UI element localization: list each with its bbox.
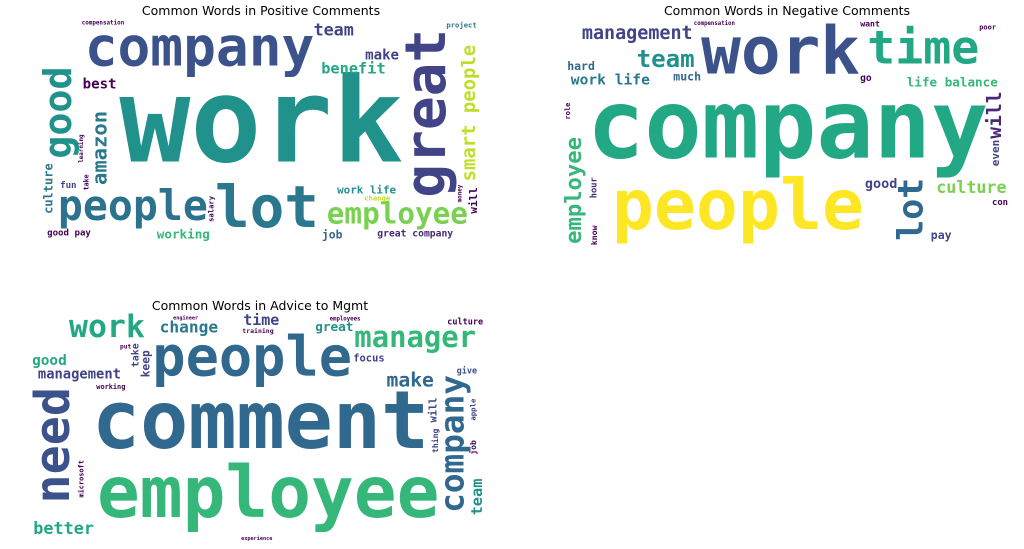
word-cloud-term: keep bbox=[140, 350, 153, 377]
word-cloud-term: need bbox=[31, 387, 81, 504]
word-cloud-term: hard bbox=[567, 59, 595, 73]
word-cloud-term: change bbox=[364, 194, 391, 203]
word-cloud-term: people bbox=[58, 181, 208, 230]
word-cloud-term: make bbox=[365, 48, 399, 64]
word-cloud-term: learning bbox=[79, 134, 85, 163]
word-cloud-term: good bbox=[42, 66, 81, 158]
word-cloud-term: working bbox=[157, 227, 210, 242]
word-cloud-term: give bbox=[457, 365, 477, 376]
word-cloud-term: time bbox=[243, 313, 279, 329]
word-cloud-term: take bbox=[130, 343, 141, 367]
word-cloud-term: company bbox=[587, 71, 988, 181]
word-cloud-term: culture bbox=[42, 163, 56, 214]
word-cloud-term: employees bbox=[330, 316, 361, 322]
word-cloud-term: best bbox=[83, 77, 117, 93]
word-cloud-term: make bbox=[387, 369, 435, 392]
word-cloud-term: working bbox=[96, 383, 125, 391]
word-cloud-term: good pay bbox=[47, 229, 91, 239]
word-cloud-term: poor bbox=[979, 24, 996, 32]
word-cloud-term: people bbox=[152, 325, 352, 389]
word-cloud-term: work bbox=[119, 51, 403, 189]
word-cloud-term: go bbox=[860, 73, 872, 84]
word-cloud-term: team bbox=[468, 479, 486, 516]
word-cloud-term: work life bbox=[571, 71, 650, 88]
word-cloud-term: benefit bbox=[321, 60, 385, 78]
word-cloud-term: training bbox=[242, 327, 273, 335]
word-cloud-term: team bbox=[314, 19, 354, 39]
word-cloud-term: lot bbox=[892, 178, 932, 241]
word-cloud-term: great company bbox=[377, 229, 453, 240]
word-cloud-term: job bbox=[468, 440, 478, 455]
word-cloud-term: great bbox=[394, 29, 459, 198]
word-cloud-term: will bbox=[427, 397, 439, 422]
word-cloud-term: apple bbox=[469, 398, 478, 421]
word-cloud-term: salary bbox=[206, 195, 215, 222]
chart-title: Common Words in Advice to Mgmt bbox=[151, 298, 369, 313]
word-cloud-term: want bbox=[860, 19, 880, 29]
word-cloud-term: amazon bbox=[87, 111, 111, 185]
word-cloud-term: management bbox=[38, 367, 121, 383]
word-cloud-term: will bbox=[467, 187, 480, 213]
word-cloud-term: culture bbox=[447, 318, 483, 328]
word-cloud-term: even bbox=[989, 140, 1002, 167]
word-cloud-term: put bbox=[120, 343, 131, 350]
word-cloud-term: good bbox=[32, 353, 67, 369]
word-cloud-term: focus bbox=[353, 353, 384, 365]
word-cloud-term: con bbox=[992, 198, 1008, 208]
word-cloud-term: pay bbox=[931, 228, 952, 242]
word-cloud-term: better bbox=[33, 518, 94, 538]
word-cloud-term: lot bbox=[215, 174, 319, 241]
word-cloud-term: good bbox=[865, 176, 898, 192]
word-cloud-term: hour bbox=[589, 177, 599, 198]
word-cloud-term: engineer bbox=[173, 316, 198, 322]
word-cloud-term: will bbox=[983, 92, 1006, 139]
word-cloud-term: team bbox=[637, 45, 695, 73]
word-cloud-term: work bbox=[701, 19, 860, 90]
word-cloud-term: role bbox=[564, 103, 572, 120]
word-cloud-term: project bbox=[446, 21, 476, 30]
chart-title: Common Words in Positive Comments bbox=[141, 3, 381, 18]
wordcloud-svg: commentemployeepeopleneedmanagercompanyw… bbox=[31, 313, 486, 542]
word-cloud-term: work life bbox=[337, 183, 396, 196]
word-cloud-term: company bbox=[434, 375, 472, 513]
word-cloud-term: culture bbox=[936, 177, 1006, 197]
word-cloud-term: job bbox=[322, 227, 343, 241]
word-cloud-term: work bbox=[69, 313, 145, 345]
word-cloud-term: compensation bbox=[694, 21, 735, 27]
word-cloud-term: employee bbox=[564, 137, 587, 244]
word-cloud-term: people bbox=[612, 165, 864, 246]
chart-title: Common Words in Negative Comments bbox=[663, 3, 911, 18]
word-cloud-term: microsoft bbox=[78, 460, 86, 497]
word-cloud-term: compensation bbox=[82, 21, 125, 27]
word-cloud-term: employee bbox=[97, 451, 439, 534]
word-cloud-term: fun bbox=[60, 181, 76, 191]
word-cloud-term: much bbox=[673, 70, 701, 84]
word-cloud-term: money bbox=[457, 184, 463, 202]
word-cloud-term: life balance bbox=[907, 75, 998, 90]
wordcloud-positive: work lot company great people good employee ben… bbox=[42, 19, 480, 243]
word-cloud-term: experience bbox=[241, 536, 272, 542]
word-cloud-term: smart people bbox=[458, 45, 480, 181]
word-cloud-term: comment bbox=[92, 374, 429, 467]
wordcloud-panel-negative: Common Words in Negative Comments compan… bbox=[552, 0, 1022, 250]
word-cloud-term: take bbox=[83, 174, 91, 190]
word-cloud-term: management bbox=[582, 23, 693, 44]
word-cloud-term: company bbox=[85, 19, 315, 78]
wordcloud-negative: company work people time lot management work l… bbox=[564, 19, 1010, 247]
word-cloud-term: know bbox=[589, 225, 599, 245]
wordcloud-panel-positive: Common Words in Positive Comments work lo… bbox=[38, 0, 484, 250]
wordcloud-panel-advice: Common Words in Advice to Mgmt comment em… bbox=[28, 296, 492, 546]
word-cloud-term: thing bbox=[430, 429, 440, 453]
word-cloud-term: employee bbox=[327, 197, 468, 231]
word-cloud-term: time bbox=[867, 20, 979, 74]
wordcloud-advice: comment employee people need manager company w… bbox=[31, 313, 489, 542]
word-cloud-term: change bbox=[160, 317, 219, 336]
word-cloud-term: manager bbox=[354, 320, 476, 354]
word-cloud-term: great bbox=[315, 319, 353, 334]
